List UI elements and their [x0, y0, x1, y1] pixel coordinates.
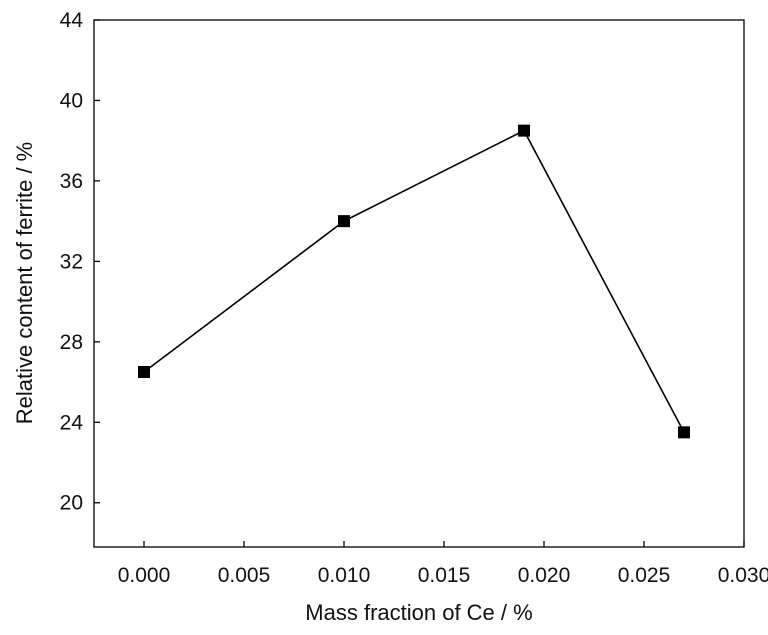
x-axis: 0.000 0.005 0.010 0.015 0.020 0.025 0.030 [118, 541, 768, 587]
series-line [143, 129, 685, 433]
y-axis-title: Relative content of ferrite / % [12, 142, 37, 424]
data-point-marker [518, 124, 530, 137]
y-tick-label: 28 [60, 331, 83, 354]
y-tick-label: 44 [60, 9, 84, 32]
x-tick-label: 0.005 [218, 564, 271, 587]
x-tick-label: 0.025 [618, 564, 671, 587]
x-tick-label: 0.000 [118, 564, 171, 587]
series-layer [138, 124, 690, 439]
y-tick-label: 40 [60, 89, 83, 112]
y-tick-label: 32 [60, 250, 83, 273]
x-tick-label: 0.010 [318, 564, 371, 587]
x-tick-label: 0.030 [718, 564, 768, 587]
data-point-marker [138, 366, 150, 379]
y-tick-label: 24 [60, 411, 84, 434]
x-axis-title: Mass fraction of Ce / % [305, 600, 532, 625]
x-tick-label: 0.015 [418, 564, 471, 587]
y-axis: 20 24 28 32 36 40 44 [60, 9, 100, 515]
data-point-marker [338, 215, 350, 228]
y-tick-label: 20 [60, 492, 83, 515]
x-tick-label: 0.020 [518, 564, 571, 587]
plot-frame [93, 19, 745, 548]
data-point-marker [678, 426, 690, 439]
y-tick-label: 36 [60, 170, 83, 193]
